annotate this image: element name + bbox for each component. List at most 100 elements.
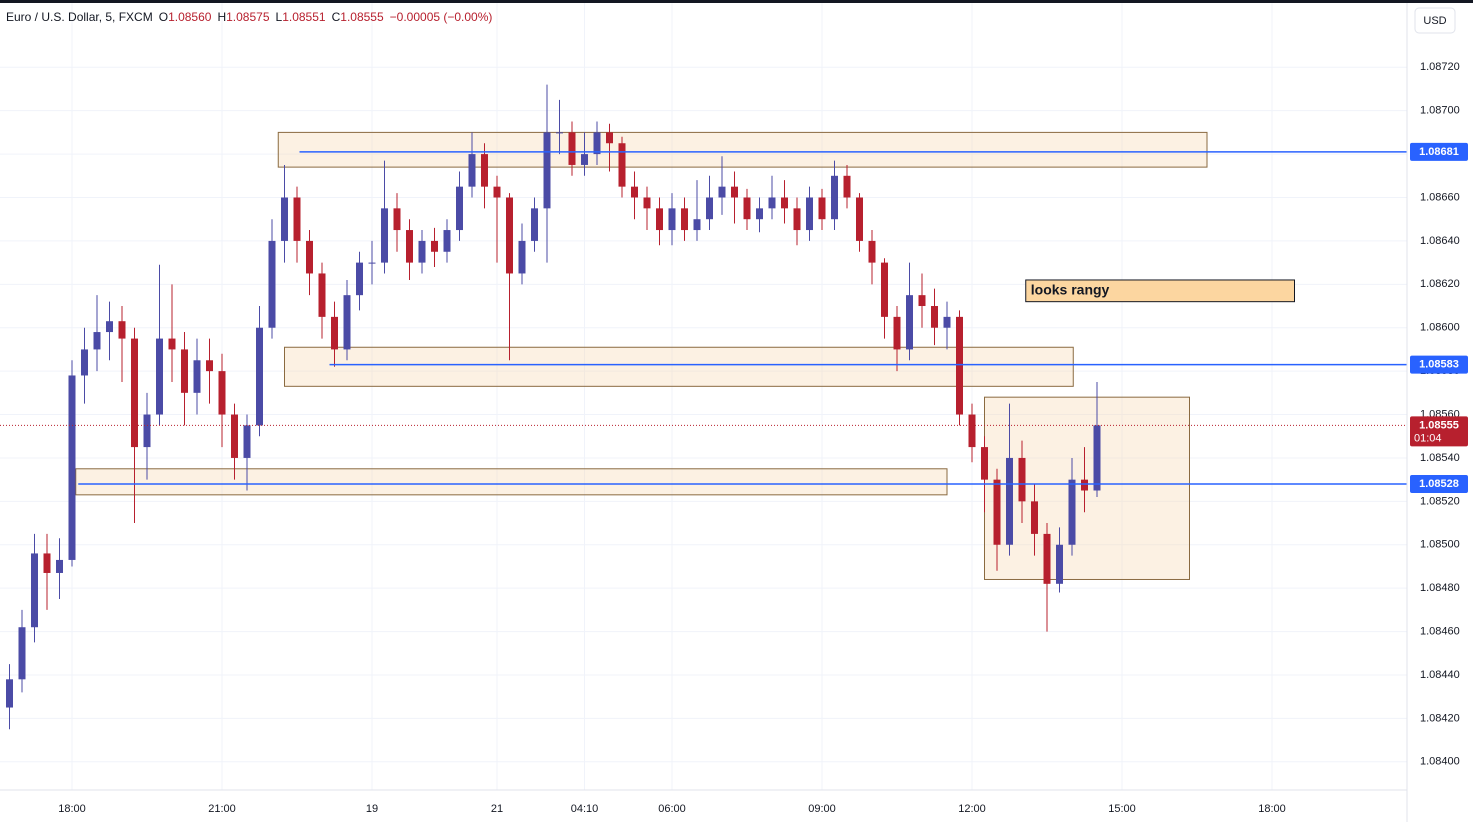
x-tick-label: 15:00 [1108, 803, 1136, 815]
y-tick-label: 1.08720 [1420, 61, 1460, 73]
currency-button[interactable] [1414, 7, 1456, 34]
candle-body [418, 240, 426, 263]
x-tick-label: 09:00 [808, 803, 836, 815]
level-price-label: 1.08681 [1419, 146, 1459, 158]
candle-body [293, 197, 301, 241]
x-tick-label: 21 [491, 803, 503, 815]
y-tick-label: 1.08700 [1420, 105, 1460, 117]
level-price-box [1410, 355, 1468, 374]
candle-body [668, 208, 676, 231]
candle-body [243, 425, 251, 458]
candle-body [318, 273, 326, 317]
candle-body [743, 197, 751, 220]
candle-body [356, 262, 363, 296]
candle-body [843, 175, 851, 198]
candle-body [506, 197, 513, 274]
candle-body [456, 186, 463, 231]
candle-body [518, 240, 526, 274]
zone [284, 346, 1074, 387]
candle-body [956, 316, 963, 415]
y-tick-label: 1.08440 [1420, 669, 1460, 681]
candle-body [1043, 533, 1051, 584]
candle-body [931, 306, 938, 328]
candle-body [218, 371, 226, 415]
candle-body [81, 349, 88, 376]
candle-body [631, 186, 638, 198]
candle-body [681, 208, 688, 231]
candle-body [206, 360, 213, 372]
overlays: looks rangy [0, 151, 1407, 485]
candle-body [6, 679, 13, 708]
candle-body [1006, 457, 1013, 545]
level-price-box [1410, 142, 1468, 161]
candle-body [493, 186, 501, 198]
candle-body [1081, 479, 1088, 491]
candle-body [718, 186, 726, 198]
candle-body [31, 553, 38, 628]
candle-body [868, 240, 876, 263]
candle-body [693, 219, 701, 231]
candle-body [156, 338, 163, 415]
ohlc-value: 1.08560 [168, 10, 212, 24]
annotation-text: looks rangy [1031, 282, 1110, 298]
grid [0, 3, 1407, 790]
countdown: 01:04 [1414, 432, 1442, 444]
level-price-box [1410, 474, 1468, 493]
candle-body [831, 175, 838, 220]
y-tick-label: 1.08520 [1420, 495, 1460, 507]
candle-body [18, 627, 26, 680]
level-price-label: 1.08528 [1419, 478, 1459, 490]
candle-body [1093, 425, 1101, 491]
ohlc-label: C [332, 10, 341, 24]
zone [277, 131, 1208, 168]
axes: 1.087201.087001.086801.086601.086401.086… [58, 61, 1468, 815]
currency[interactable]: USD [1423, 15, 1446, 27]
candle-body [381, 208, 388, 263]
last-price-box [1410, 416, 1468, 447]
candle-body [768, 197, 776, 209]
x-tick-label: 04:10 [571, 803, 599, 815]
zone [75, 468, 948, 496]
candle-body [781, 197, 788, 209]
y-tick-label: 1.08600 [1420, 322, 1460, 334]
candle-body [118, 321, 126, 339]
candle-body [281, 197, 288, 241]
change: −0.00005 (−0.00%) [390, 10, 493, 24]
candle-body [606, 132, 613, 144]
candle-body [918, 295, 926, 307]
x-tick-label: 06:00 [658, 803, 686, 815]
ohlc-label: L [276, 10, 283, 24]
y-tick-label: 1.08500 [1420, 539, 1460, 551]
y-tick-label: 1.08640 [1420, 235, 1460, 247]
candle-body [268, 240, 276, 328]
y-tick-label: 1.08400 [1420, 756, 1460, 768]
y-tick-label: 1.08660 [1420, 191, 1460, 203]
candle-body [556, 132, 563, 134]
ohlc-label: O [159, 10, 168, 24]
candle-body [431, 240, 438, 252]
candle-body [131, 338, 138, 448]
annotation-box [1025, 279, 1295, 303]
candle-body [93, 332, 101, 350]
candle-body [106, 321, 113, 333]
candle-body [543, 132, 551, 209]
last-price-label: 1.08555 [1419, 419, 1459, 431]
candle-body [306, 240, 313, 274]
candle-body [943, 316, 951, 328]
candle-body [656, 208, 663, 231]
candle-body [168, 338, 176, 350]
candle-body [1018, 457, 1026, 502]
candle-body [43, 553, 51, 573]
y-tick-label: 1.08620 [1420, 278, 1460, 290]
symbol: Euro / U.S. Dollar, 5, FXCM [6, 10, 153, 24]
ohlc-label: H [217, 10, 226, 24]
candle-body [756, 208, 763, 220]
candle-body [1068, 479, 1076, 545]
candle-body [143, 414, 151, 448]
candle-body [793, 208, 801, 231]
candle-body [593, 132, 601, 155]
x-tick-label: 12:00 [958, 803, 986, 815]
candle-body [1031, 501, 1038, 534]
candle-body [481, 154, 488, 187]
candle-body [443, 230, 451, 252]
